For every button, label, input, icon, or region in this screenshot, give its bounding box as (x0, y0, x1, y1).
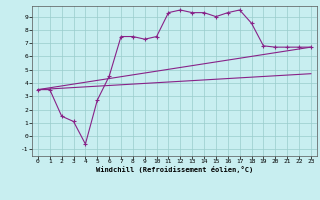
X-axis label: Windchill (Refroidissement éolien,°C): Windchill (Refroidissement éolien,°C) (96, 166, 253, 173)
